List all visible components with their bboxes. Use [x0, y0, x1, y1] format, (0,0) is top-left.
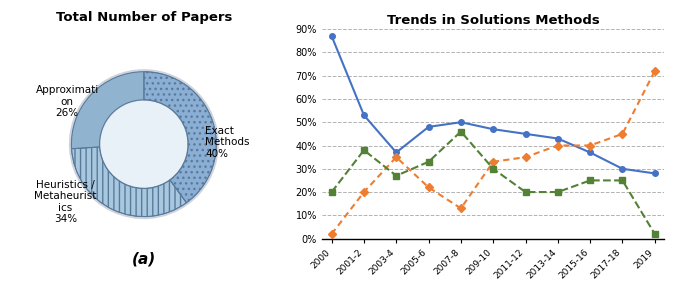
Title: Total Number of Papers: Total Number of Papers [55, 11, 232, 24]
Wedge shape [144, 69, 219, 205]
Wedge shape [71, 72, 144, 149]
Text: Heuristics /
Metaheurist
ics
34%: Heuristics / Metaheurist ics 34% [34, 180, 97, 224]
Circle shape [99, 100, 188, 189]
Wedge shape [71, 147, 186, 217]
Text: (a): (a) [132, 252, 156, 267]
Wedge shape [144, 72, 216, 203]
Text: Exact
Methods
40%: Exact Methods 40% [206, 126, 250, 159]
Wedge shape [69, 147, 188, 219]
Wedge shape [69, 69, 144, 149]
Text: Approximati
on
26%: Approximati on 26% [36, 85, 99, 118]
Title: Trends in Solutions Methods: Trends in Solutions Methods [387, 14, 599, 26]
